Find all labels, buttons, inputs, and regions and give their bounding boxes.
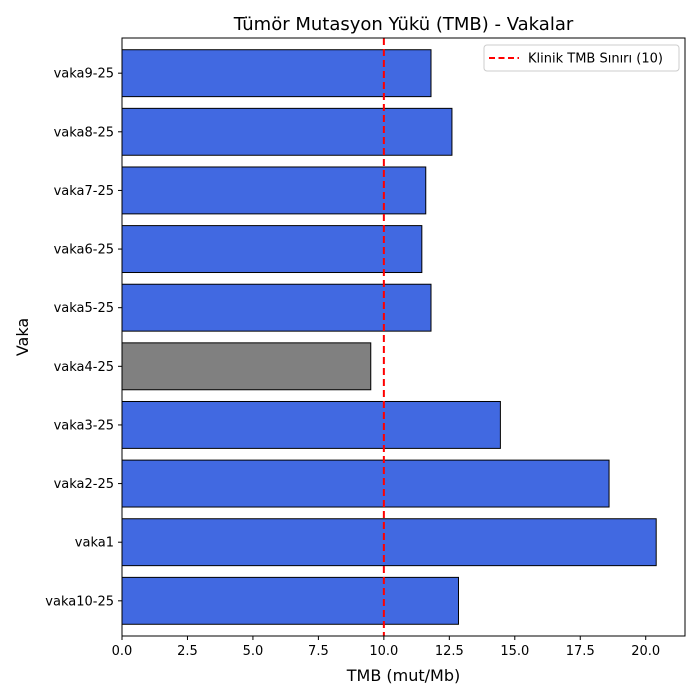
legend-box xyxy=(483,44,680,72)
x-tick-label: 2.5 xyxy=(177,644,198,659)
legend: Klinik TMB Sınırı (10) xyxy=(483,44,680,72)
x-axis: 0.0 2.5 5.0 7.5 10.0 12.5 15.0 17.5 20.0 xyxy=(112,636,660,659)
legend-label: Klinik TMB Sınırı (10) xyxy=(528,52,663,67)
y-axis: vaka10-25 vaka1 vaka2-25 vaka3-25 vaka4-25 va… xyxy=(45,67,122,609)
x-tick-label: 7.5 xyxy=(308,644,329,659)
y-axis-label: Vaka xyxy=(13,318,32,356)
x-tick-label: 12.5 xyxy=(435,644,464,659)
bar-vaka1 xyxy=(121,518,657,567)
y-tick-label: vaka4-25 xyxy=(54,360,114,375)
y-tick-label: vaka5-25 xyxy=(54,301,114,316)
bar-vaka3-25 xyxy=(121,400,501,449)
x-tick-label: 15.0 xyxy=(500,644,529,659)
chart-title: Tümör Mutasyon Yükü (TMB) - Vakalar xyxy=(233,14,574,35)
y-tick-label: vaka7-25 xyxy=(54,184,114,199)
x-tick-label: 0.0 xyxy=(112,644,133,659)
y-tick-label: vaka3-25 xyxy=(54,418,114,433)
x-tick-label: 5.0 xyxy=(243,644,264,659)
x-tick-label: 10.0 xyxy=(369,644,398,659)
y-tick-label: vaka1 xyxy=(75,536,114,551)
plot-frame xyxy=(121,37,686,637)
bar-vaka6-25 xyxy=(121,225,423,274)
bars-group xyxy=(121,49,657,625)
bar-vaka10-25 xyxy=(121,576,459,625)
y-tick-label: vaka2-25 xyxy=(54,477,114,492)
x-tick-label: 20.0 xyxy=(631,644,660,659)
x-tick-label: 17.5 xyxy=(566,644,595,659)
bar-vaka2-25 xyxy=(121,459,610,508)
x-axis-label: TMB (mut/Mb) xyxy=(346,666,460,685)
bar-vaka7-25 xyxy=(121,166,427,215)
y-tick-label: vaka6-25 xyxy=(54,243,114,258)
bar-vaka8-25 xyxy=(121,107,453,156)
y-tick-label: vaka9-25 xyxy=(54,67,114,82)
bar-vaka4-25 xyxy=(121,342,372,391)
bar-vaka9-25 xyxy=(121,49,432,98)
y-tick-label: vaka10-25 xyxy=(45,594,114,609)
y-tick-label: vaka8-25 xyxy=(54,125,114,140)
bar-vaka5-25 xyxy=(121,283,432,332)
